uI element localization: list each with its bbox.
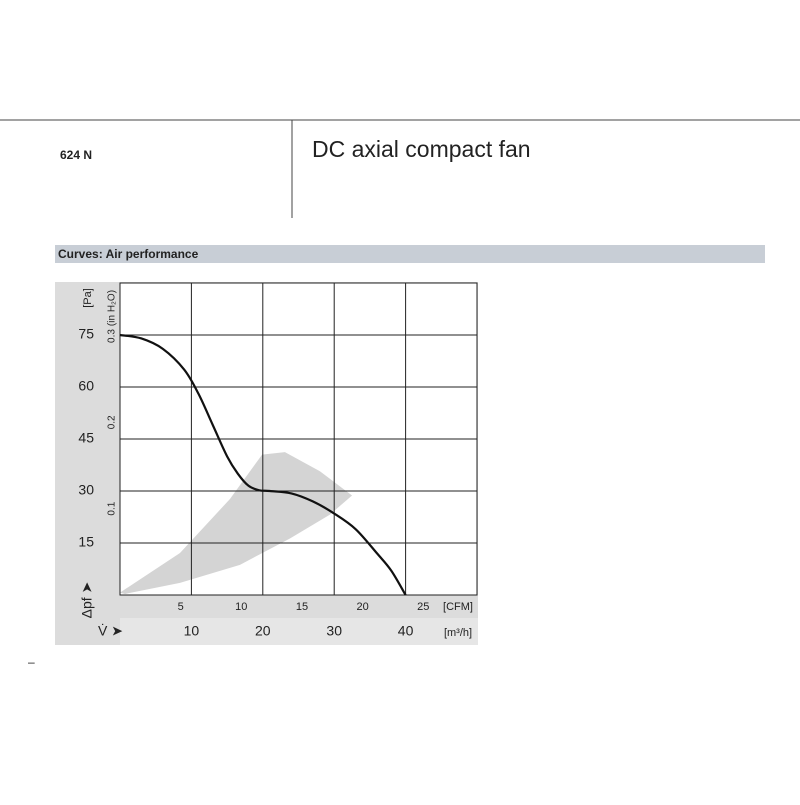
x2-tick-label: 5 [178,601,184,613]
y2-tick-label: 0.2 [107,415,118,429]
y2-axis-label: (in H₂O) [107,290,118,326]
y-tick-label: 60 [78,378,94,394]
footnote: – [28,655,35,669]
y2-tick-label: 0.1 [107,501,118,515]
x-axis-label: [m³/h] [444,627,472,639]
y-axis-symbol: Δpf ➤ [79,581,95,618]
performance-curve [119,333,407,596]
y-axis-label: [Pa] [82,288,94,308]
y-tick-label: 30 [78,482,94,498]
model-number: 624 N [60,148,92,162]
x2-tick-label: 25 [417,601,429,613]
x2-tick-label: 20 [356,601,368,613]
x2-axis-label: [CFM] [443,601,473,613]
x-tick-label: 30 [326,623,342,639]
section-title: Curves: Air performance [58,247,199,261]
section-bar [55,245,765,263]
operating-region [120,452,353,594]
x2-tick-label: 15 [296,601,308,613]
x-tick-label: 20 [255,623,271,639]
x2-tick-label: 10 [235,601,247,613]
y-tick-label: 15 [78,534,94,550]
x-tick-label: 40 [398,623,414,639]
y-tick-label: 75 [78,326,94,342]
product-title: DC axial compact fan [312,136,531,162]
x-tick-label: 10 [184,623,200,639]
y-tick-label: 45 [78,430,94,446]
plot-frame [119,282,478,596]
y2-tick-label: 0.3 [107,329,118,343]
x-axis-symbol: V̇ ➤ [98,623,123,639]
m3h-band [120,618,478,645]
